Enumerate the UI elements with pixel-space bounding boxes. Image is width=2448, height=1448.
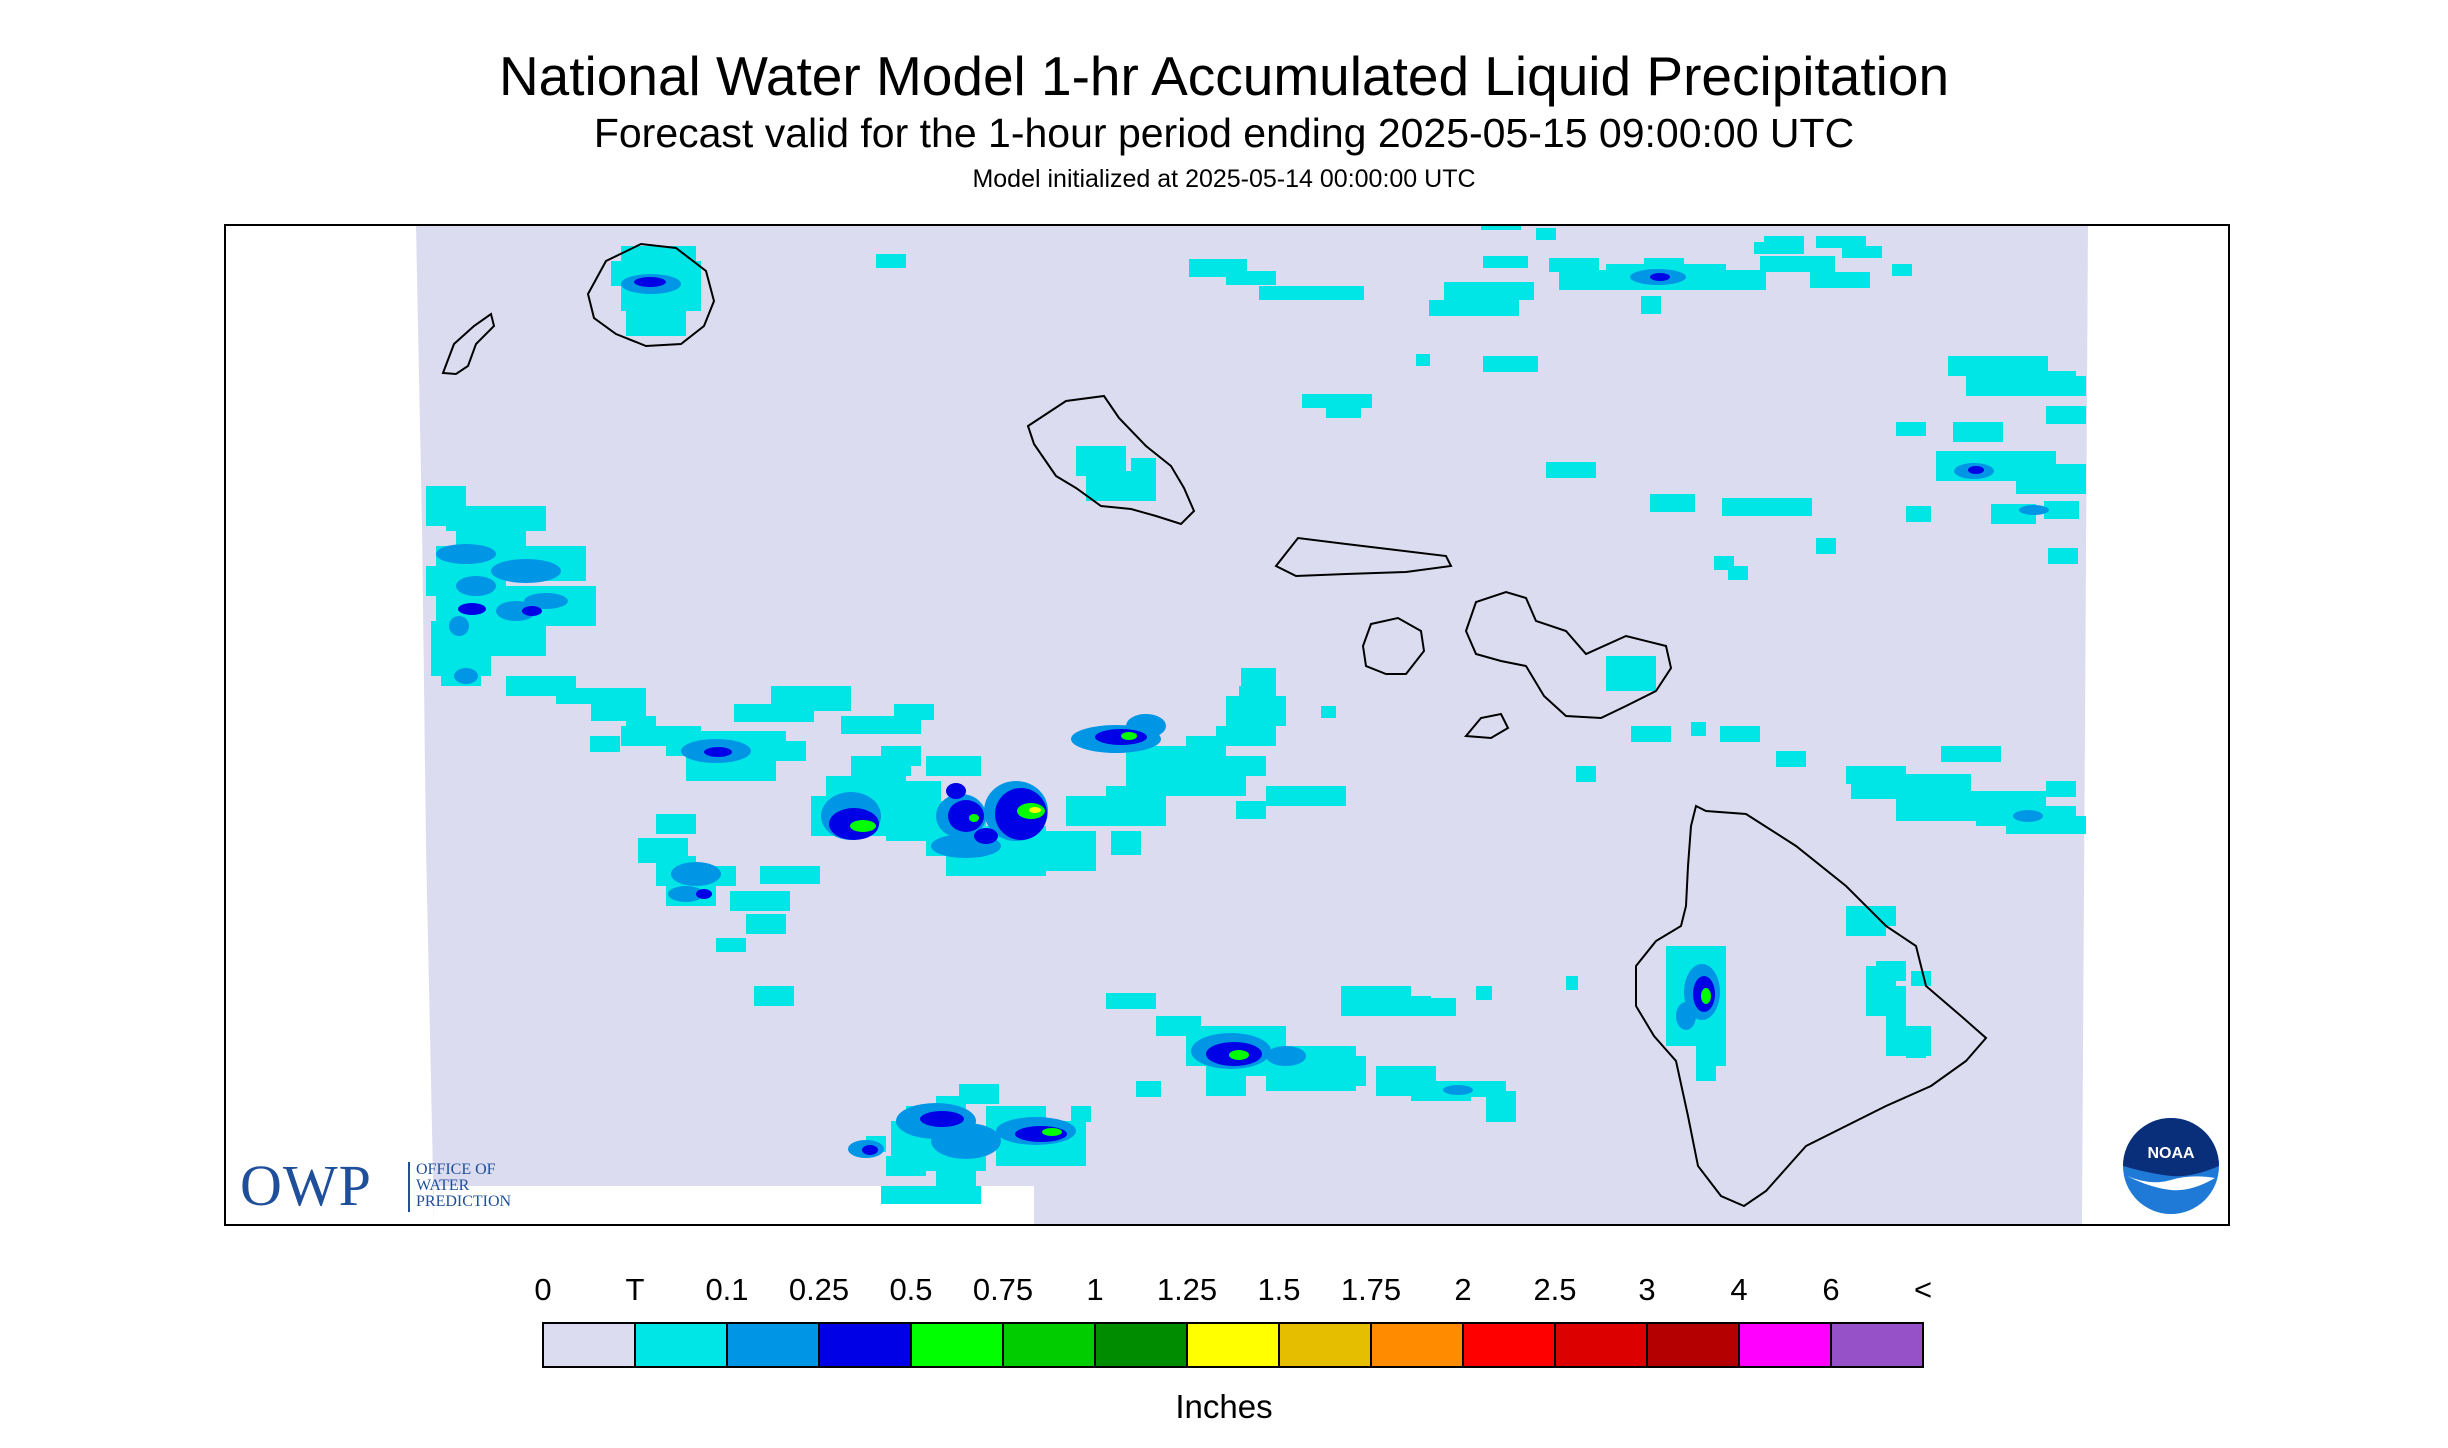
legend-tick-label: 0 <box>534 1272 552 1307</box>
legend-swatch <box>820 1324 912 1366</box>
legend-tick-label: 3 <box>1638 1272 1656 1307</box>
niihau-outline <box>441 312 496 376</box>
owp-logo: OWP OFFICE OF WATER PREDICTION <box>240 1156 560 1216</box>
legend-tick-label: 0.25 <box>788 1272 850 1307</box>
legend-tick-label: 4 <box>1730 1272 1748 1307</box>
legend-tick-label: < <box>1913 1272 1933 1307</box>
legend-swatch <box>1096 1324 1188 1366</box>
legend-swatch <box>544 1324 636 1366</box>
noaa-logo: NOAA <box>2123 1118 2219 1214</box>
owp-line-2: WATER <box>416 1177 470 1194</box>
legend-swatch <box>1556 1324 1648 1366</box>
legend-tick-label: 2.5 <box>1533 1272 1577 1307</box>
legend-tick-label: T <box>625 1272 645 1307</box>
hawaii-island-outline <box>1635 804 1988 1208</box>
map-title: National Water Model 1-hr Accumulated Li… <box>498 45 1950 107</box>
map-panel: OWP OFFICE OF WATER PREDICTION NOAA <box>224 224 2230 1226</box>
precipitation-map <box>416 226 2088 1224</box>
legend-tick-label: 1.75 <box>1340 1272 1402 1307</box>
kauai-outline <box>586 242 716 348</box>
legend-swatch <box>1280 1324 1372 1366</box>
coastlines <box>441 242 1988 1208</box>
owp-line-3: PREDICTION <box>416 1193 512 1210</box>
legend-tick-label: 1.5 <box>1257 1272 1301 1307</box>
legend-swatch <box>1832 1324 1922 1366</box>
legend-swatch <box>1464 1324 1556 1366</box>
noaa-logo-text: NOAA <box>2147 1145 2195 1162</box>
legend-swatch <box>1188 1324 1280 1366</box>
legend-swatch <box>1740 1324 1832 1366</box>
legend-tick-label: 0.1 <box>705 1272 749 1307</box>
legend-swatch <box>728 1324 820 1366</box>
legend-tick-label: 1.25 <box>1156 1272 1218 1307</box>
legend-swatch <box>1648 1324 1740 1366</box>
legend-swatch <box>912 1324 1004 1366</box>
kahoolawe-outline <box>1463 712 1510 740</box>
legend-tick-label: 1 <box>1086 1272 1104 1307</box>
legend-tick-label: 2 <box>1454 1272 1472 1307</box>
legend-swatch <box>1004 1324 1096 1366</box>
legend-swatch <box>636 1324 728 1366</box>
map-subtitle: Forecast valid for the 1-hour period end… <box>593 110 1855 156</box>
model-init-text: Model initialized at 2025-05-14 00:00:00… <box>972 165 1476 193</box>
owp-divider <box>408 1162 410 1212</box>
legend-tick-label: 6 <box>1822 1272 1840 1307</box>
molokai-outline <box>1274 536 1453 578</box>
legend-swatch <box>1372 1324 1464 1366</box>
owp-wordmark: OFFICE OF WATER PREDICTION <box>416 1162 511 1210</box>
owp-letters: OWP <box>240 1153 372 1218</box>
lanai-outline <box>1361 616 1426 675</box>
legend-units: Inches <box>1175 1388 1273 1425</box>
very-heavy-precip-cells <box>1029 807 1041 813</box>
maui-outline <box>1464 590 1673 720</box>
legend-colorbar <box>542 1322 1924 1368</box>
oahu-outline <box>1026 394 1196 526</box>
legend-tick-label: 0.5 <box>889 1272 933 1307</box>
legend-tick-label: 0.75 <box>972 1272 1034 1307</box>
owp-line-1: OFFICE OF <box>416 1161 496 1178</box>
